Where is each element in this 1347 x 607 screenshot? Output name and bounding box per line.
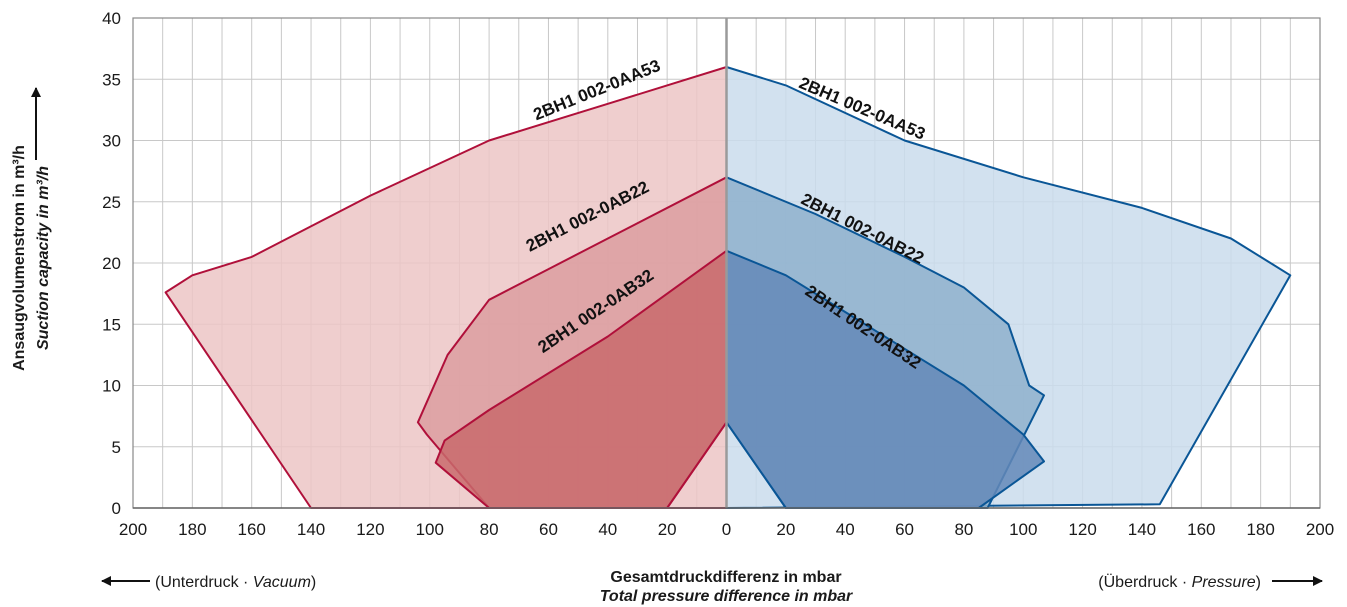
series-area-pressure-dark	[725, 249, 1045, 509]
pressure-direction: (Überdruck · Pressure)	[1098, 573, 1323, 591]
x-tick-label: 100	[1009, 520, 1037, 539]
x-tick-label: 80	[954, 520, 973, 539]
plot-frame	[132, 17, 1321, 509]
x-tick-label: 140	[1128, 520, 1156, 539]
y-axis-title-en-text: Suction capacity in m³/h	[35, 166, 52, 350]
x-tick-label: 180	[1246, 520, 1274, 539]
x-tick-label: 40	[598, 520, 617, 539]
y-tick-label: 5	[112, 438, 121, 457]
x-tick-label: 120	[356, 520, 384, 539]
y-tick-label: 25	[102, 193, 121, 212]
x-tick-label: 80	[480, 520, 499, 539]
plot-areas	[164, 66, 1292, 509]
series-area-vacuum-dark	[434, 249, 728, 509]
x-tick-label: 100	[416, 520, 444, 539]
x-tick-label: 160	[1187, 520, 1215, 539]
x-tick-label: 160	[238, 520, 266, 539]
y-tick-label: 0	[112, 499, 121, 518]
x-tick-label: 0	[722, 520, 731, 539]
x-tick-label: 200	[119, 520, 147, 539]
y-axis-title-en: Suction capacity in m³/h	[35, 166, 52, 350]
x-tick-label: 40	[836, 520, 855, 539]
pressure-direction-label: (Überdruck · Pressure)	[1098, 573, 1261, 591]
x-tick-label: 180	[178, 520, 206, 539]
y-tick-label: 40	[102, 9, 121, 28]
y-tick-label: 10	[102, 377, 121, 396]
vacuum-direction: (Unterdruck · Vacuum)	[101, 574, 316, 591]
x-axis-title-en: Total pressure difference in mbar	[600, 588, 853, 605]
vacuum-direction-label: (Unterdruck · Vacuum)	[155, 574, 316, 591]
x-tick-label: 60	[539, 520, 558, 539]
x-tick-label: 140	[297, 520, 325, 539]
x-axis-title-de: Gesamtdruckdifferenz in mbar	[610, 569, 841, 586]
y-tick-label: 15	[102, 315, 121, 334]
y-axis-title: Ansaugvolumenstrom in m³/h	[11, 145, 28, 371]
x-tick-label: 60	[895, 520, 914, 539]
y-tick-label: 20	[102, 254, 121, 273]
y-tick-label: 35	[102, 70, 121, 89]
x-tick-label: 20	[776, 520, 795, 539]
y-axis-title-de: Ansaugvolumenstrom in m³/h	[11, 145, 28, 371]
x-tick-label: 20	[658, 520, 677, 539]
x-tick-label: 200	[1306, 520, 1334, 539]
y-tick-label: 30	[102, 132, 121, 151]
tick-labels: 200 180 160 140 120 100 80 60 40 20 0 20 40 60 80 100 12…	[102, 9, 1334, 539]
x-tick-label: 120	[1068, 520, 1096, 539]
